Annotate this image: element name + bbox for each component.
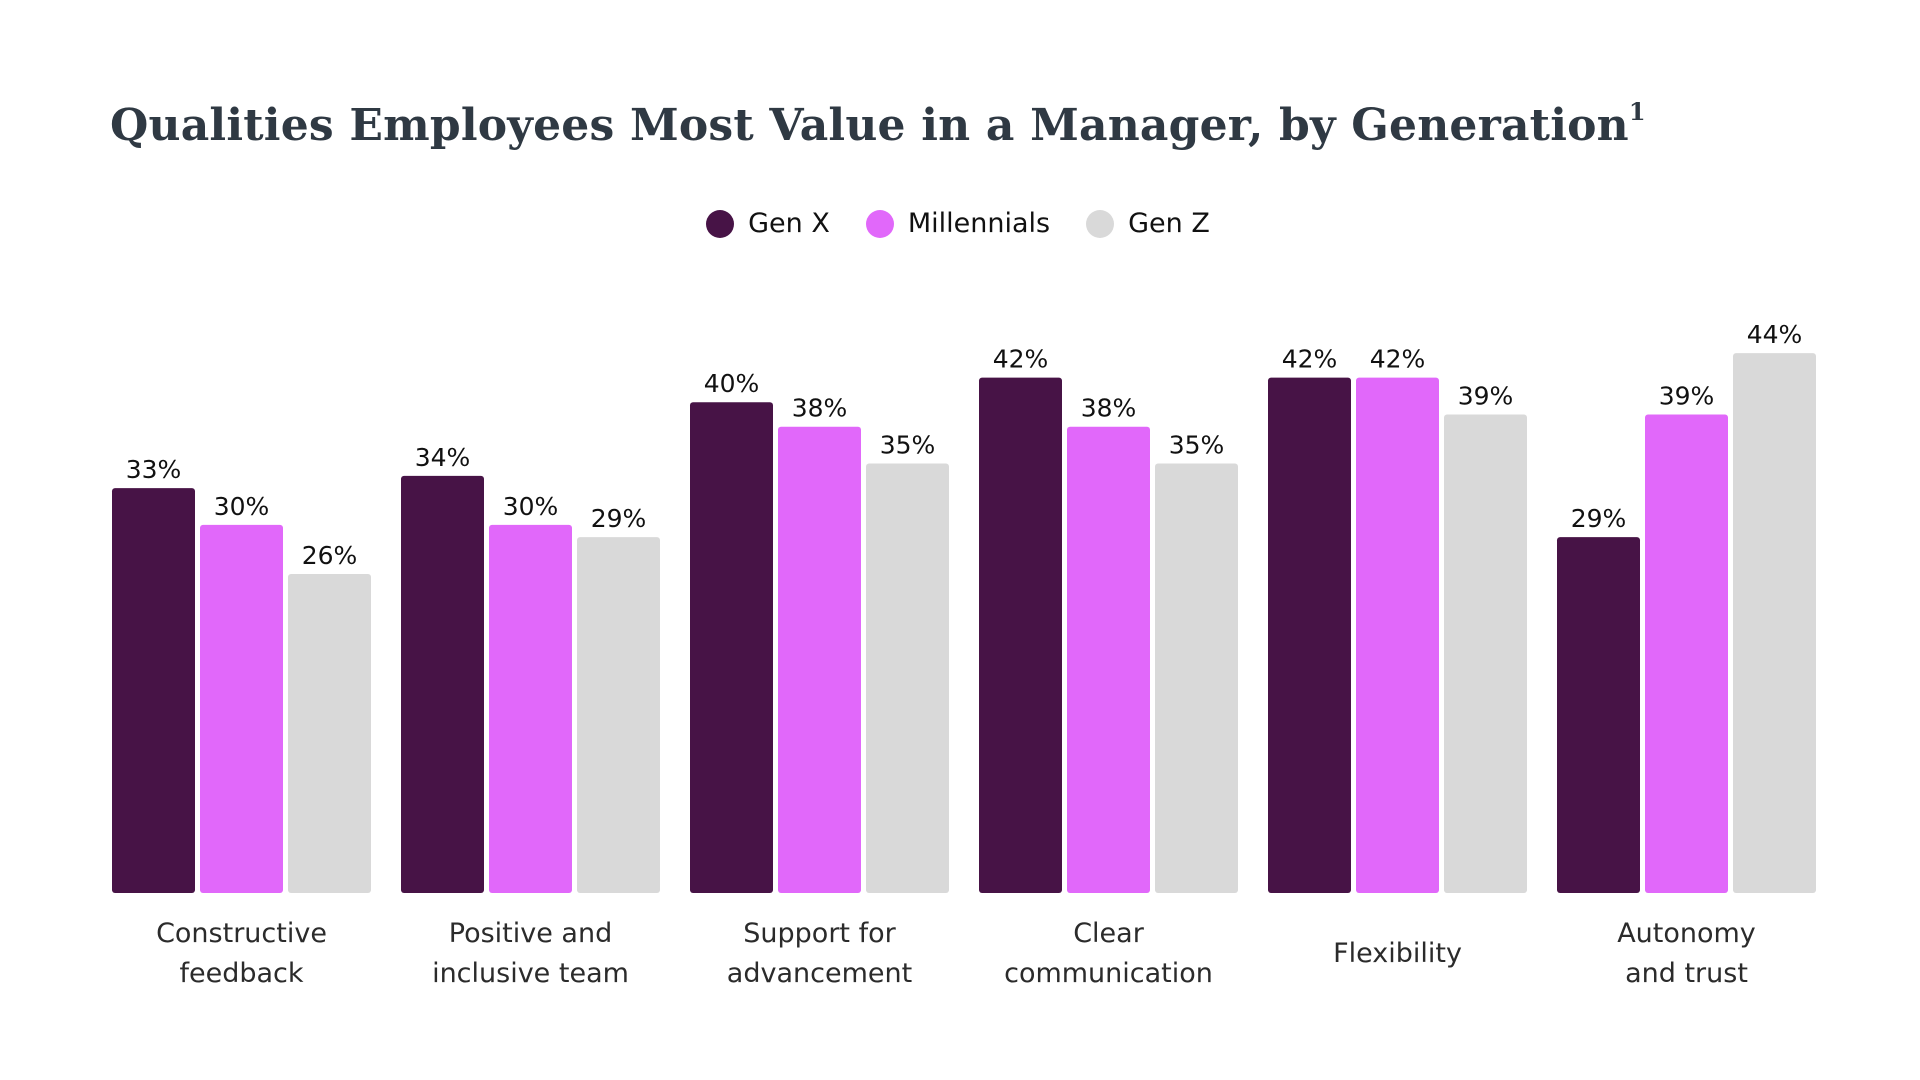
- data-label-flexibility-gen-x: 42%: [1282, 345, 1338, 374]
- bar-positive-and-inclusive-team-gen-z: [577, 537, 660, 893]
- data-label-constructive-feedback-millennials: 30%: [214, 492, 270, 521]
- legend-swatch-gen-z: [1086, 209, 1115, 238]
- data-label-flexibility-gen-z: 39%: [1458, 381, 1514, 410]
- legend-swatch-gen-x: [706, 209, 735, 238]
- category-label-constructive-feedback: Constructive feedback: [156, 918, 327, 989]
- category-label-flexibility: Flexibility: [1333, 938, 1462, 969]
- bar-support-for-advancement-gen-z: [866, 463, 949, 893]
- bar-flexibility-gen-z: [1444, 414, 1527, 893]
- data-label-autonomy-and-trust-gen-z: 44%: [1747, 320, 1803, 349]
- title-footnote-marker: 1: [1628, 97, 1646, 127]
- data-label-autonomy-and-trust-millennials: 39%: [1659, 381, 1715, 410]
- category-label-autonomy-and-trust: Autonomy and trust: [1617, 918, 1756, 989]
- legend-label-gen-z: Gen Z: [1128, 208, 1210, 239]
- bar-positive-and-inclusive-team-millennials: [489, 524, 572, 893]
- legend-item-gen-z[interactable]: Gen Z: [1086, 208, 1210, 239]
- bar-constructive-feedback-gen-x: [112, 488, 195, 893]
- bar-support-for-advancement-gen-x: [690, 402, 773, 893]
- category-label-clear-communication: Clear communication: [1004, 918, 1213, 989]
- data-label-constructive-feedback-gen-x: 33%: [126, 455, 182, 484]
- legend-label-gen-x: Gen X: [748, 208, 830, 239]
- data-label-autonomy-and-trust-gen-x: 29%: [1571, 504, 1627, 533]
- bar-autonomy-and-trust-gen-x: [1557, 537, 1640, 893]
- bar-positive-and-inclusive-team-gen-x: [401, 475, 484, 893]
- bar-clear-communication-gen-x: [979, 377, 1062, 893]
- bar-autonomy-and-trust-millennials: [1645, 414, 1728, 893]
- data-label-support-for-advancement-gen-x: 40%: [704, 369, 760, 398]
- data-label-positive-and-inclusive-team-gen-x: 34%: [415, 443, 471, 472]
- category-label-support-for-advancement: Support for advancement: [727, 918, 912, 989]
- data-label-support-for-advancement-gen-z: 35%: [880, 431, 936, 460]
- data-label-positive-and-inclusive-team-millennials: 30%: [503, 492, 559, 521]
- bar-autonomy-and-trust-gen-z: [1733, 353, 1816, 893]
- legend-label-millennials: Millennials: [907, 208, 1051, 239]
- data-label-clear-communication-gen-x: 42%: [993, 345, 1049, 374]
- data-label-constructive-feedback-gen-z: 26%: [302, 541, 358, 570]
- chart-title-text: Qualities Employees Most Value in a Mana…: [110, 100, 1629, 151]
- data-label-support-for-advancement-millennials: 38%: [792, 394, 848, 423]
- bar-clear-communication-millennials: [1067, 426, 1150, 893]
- bar-constructive-feedback-millennials: [200, 524, 283, 893]
- bar-support-for-advancement-millennials: [778, 426, 861, 893]
- chart-title: Qualities Employees Most Value in a Mana…: [110, 97, 1646, 151]
- data-label-positive-and-inclusive-team-gen-z: 29%: [591, 504, 647, 533]
- bar-constructive-feedback-gen-z: [288, 573, 371, 893]
- legend-item-gen-x[interactable]: Gen X: [706, 208, 830, 239]
- bar-clear-communication-gen-z: [1155, 463, 1238, 893]
- legend-item-millennials[interactable]: Millennials: [865, 208, 1051, 239]
- bar-flexibility-millennials: [1356, 377, 1439, 893]
- data-label-flexibility-millennials: 42%: [1370, 345, 1426, 374]
- data-label-clear-communication-gen-z: 35%: [1169, 431, 1225, 460]
- bar-flexibility-gen-x: [1268, 377, 1351, 893]
- chart-legend: Gen X Millennials Gen Z: [0, 208, 1920, 239]
- data-label-clear-communication-millennials: 38%: [1081, 394, 1137, 423]
- legend-swatch-millennials: [865, 209, 894, 238]
- category-label-positive-and-inclusive-team: Positive and inclusive team: [432, 918, 629, 989]
